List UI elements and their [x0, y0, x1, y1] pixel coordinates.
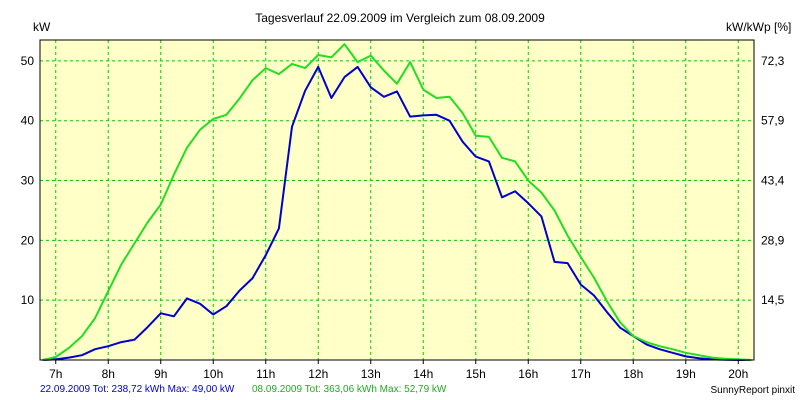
plot-area [40, 40, 754, 360]
x-tick-label: 11h [256, 367, 275, 381]
y-tick-label: 30 [21, 174, 35, 188]
y-right-tick-label: 43,4 [761, 174, 785, 188]
grid-lines [40, 40, 754, 360]
series-layer [42, 43, 752, 361]
y-right-tick-label: 57,9 [761, 114, 785, 128]
x-tick-label: 7h [49, 367, 62, 381]
x-tick-label: 15h [466, 367, 486, 381]
x-tick-label: 8h [102, 367, 115, 381]
x-tick-label: 17h [571, 367, 591, 381]
y-tick-label: 20 [21, 233, 35, 247]
x-tick-label: 16h [518, 367, 538, 381]
chart-title: Tagesverlauf 22.09.2009 im Vergleich zum… [255, 11, 545, 25]
footer-legend-22-09: 22.09.2009 Tot: 238,72 kWh Max: 49,00 kW [40, 384, 235, 395]
y-right-tick-label: 28,9 [761, 233, 785, 247]
series-line-08-09-2009 [42, 43, 752, 361]
y-tick-labels: 10 20 30 40 50 [21, 54, 35, 307]
y-right-tick-label: 14,5 [761, 293, 785, 307]
y-right-tick-labels: 14,5 28,9 43,4 57,9 72,3 [761, 54, 785, 307]
y-axis-left-label: kW [33, 20, 51, 34]
y-axis-right-label: kW/kWp [%] [726, 20, 791, 34]
y-tick-label: 40 [21, 114, 35, 128]
x-tick-label: 12h [308, 367, 328, 381]
x-tick-labels: 7h 8h 9h 10h 11h 12h 13h 14h 15h 16h 17h 18h 19h 20h [49, 360, 748, 381]
y-tick-label: 10 [21, 293, 35, 307]
x-tick-label: 20h [728, 367, 748, 381]
x-tick-label: 19h [676, 367, 696, 381]
credit-text: SunnyReport pinxit [711, 385, 796, 396]
x-tick-label: 10h [203, 367, 223, 381]
y-tick-label: 50 [21, 54, 35, 68]
x-tick-label: 13h [361, 367, 381, 381]
x-tick-label: 18h [623, 367, 643, 381]
x-tick-label: 9h [154, 367, 167, 381]
plot-border [39, 39, 755, 361]
footer-legend-08-09: 08.09.2009 Tot: 363,06 kWh Max: 52,79 kW [252, 384, 447, 395]
x-tick-label: 14h [413, 367, 433, 381]
y-right-tick-label: 72,3 [761, 54, 785, 68]
